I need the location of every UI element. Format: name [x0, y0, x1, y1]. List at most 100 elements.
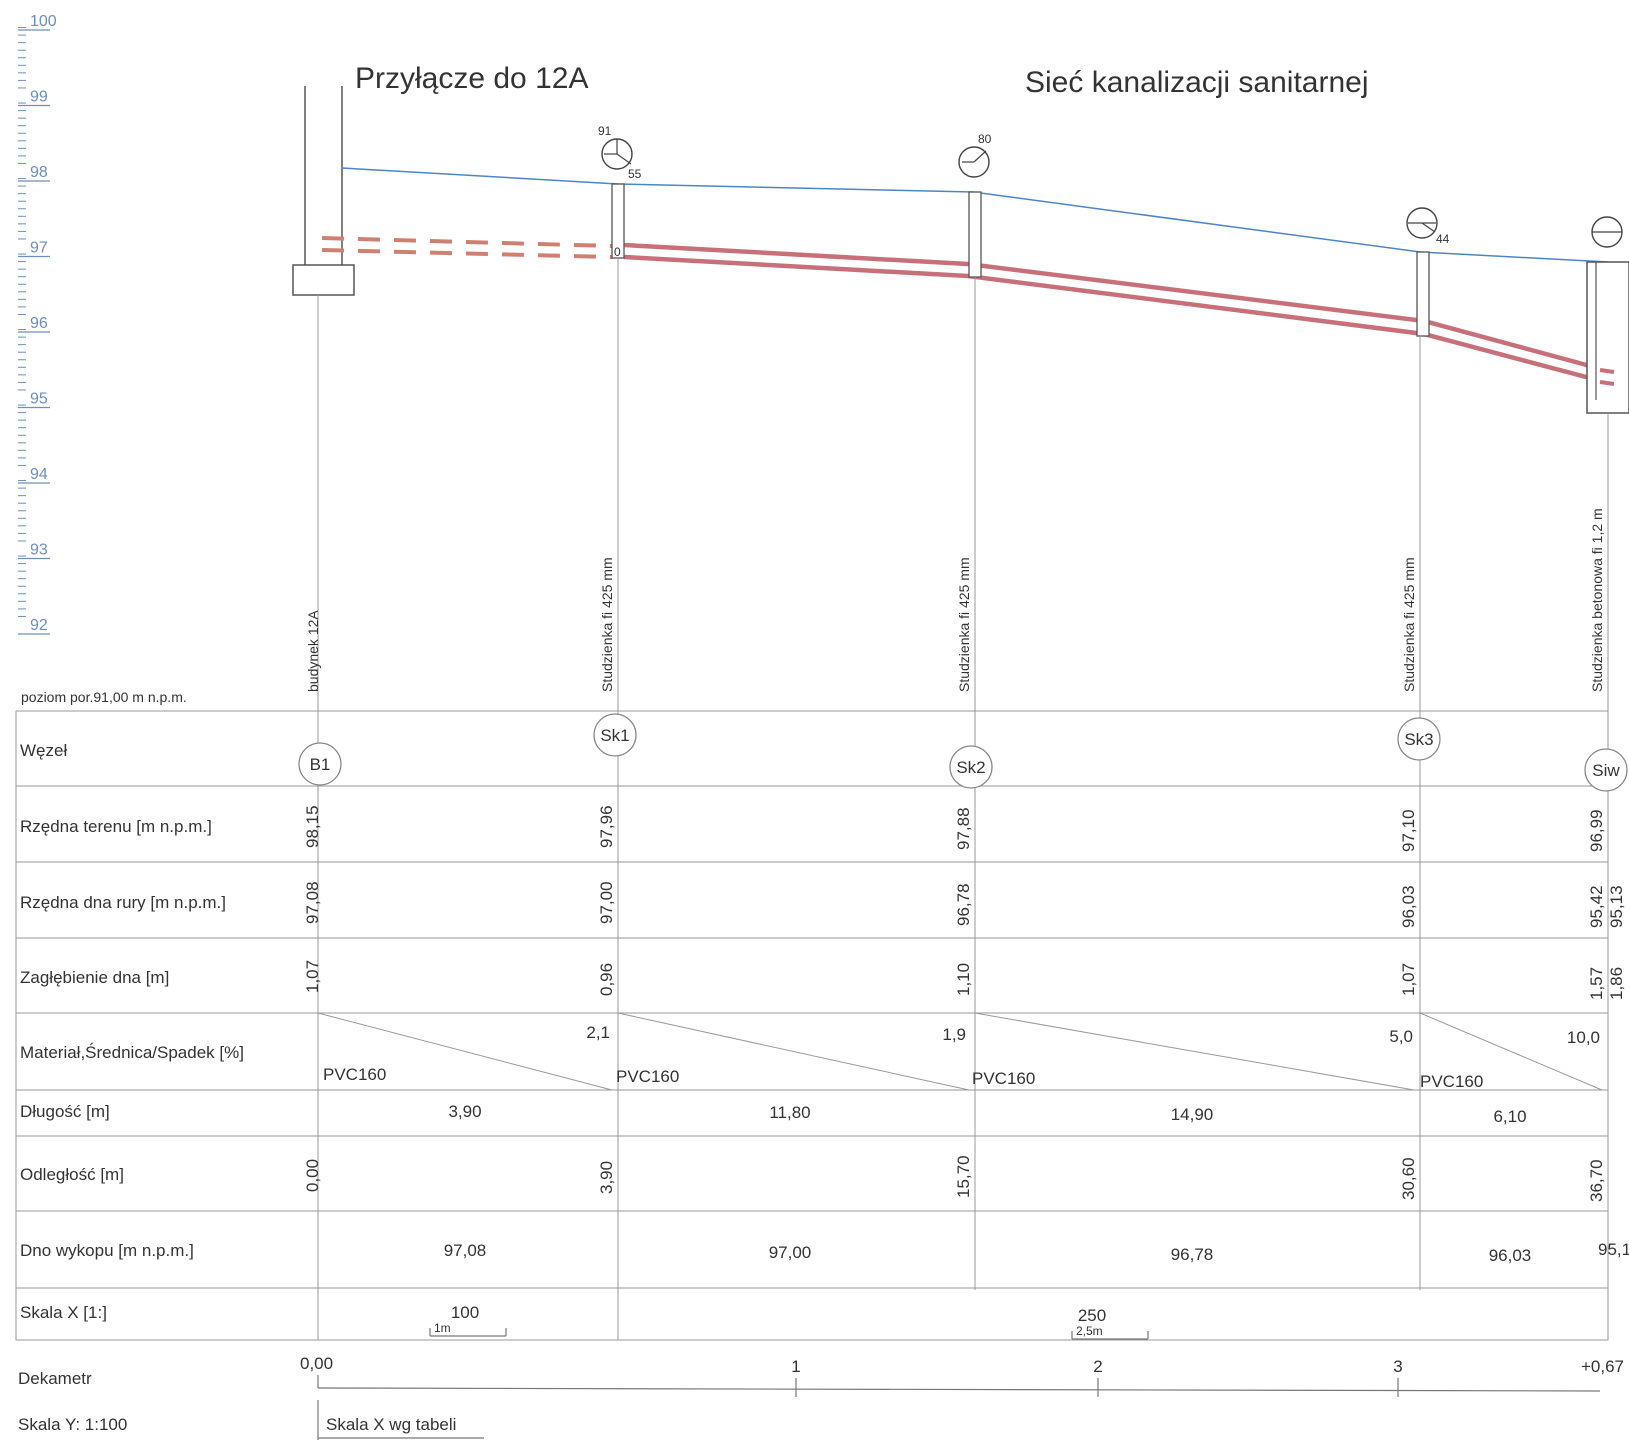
- distance-b1: 0,00: [303, 1159, 322, 1192]
- scale-x-first-bar: 1m: [434, 1321, 451, 1335]
- node-description-sk2: Studzienka fi 425 mm: [956, 557, 972, 692]
- sk1-symbol-side-label: 55: [628, 167, 642, 181]
- row-label-length: Długość [m]: [20, 1102, 110, 1121]
- distance-sk2: 15,70: [954, 1155, 973, 1198]
- scale-x-first: 100: [451, 1303, 479, 1322]
- scale-x-second: 250: [1078, 1306, 1106, 1325]
- row-label-scale-x: Skala X [1:]: [20, 1303, 107, 1322]
- sk1-symbol-top-label: 91: [598, 124, 612, 138]
- ruler-label: 93: [30, 542, 48, 559]
- ruler-label: 99: [30, 89, 48, 106]
- material-seg2: PVC160: [616, 1067, 679, 1086]
- depth-sk3: 1,07: [1399, 963, 1418, 996]
- dekametr-label: Dekametr: [18, 1369, 92, 1388]
- node-description-sk3: Studzienka fi 425 mm: [1401, 557, 1417, 692]
- row-label-distance: Odległość [m]: [20, 1165, 124, 1184]
- invert-sk1: 97,00: [597, 881, 616, 924]
- ruler-label: 96: [30, 315, 48, 332]
- slope-seg1: 2,1: [586, 1023, 610, 1042]
- trench-seg3: 96,78: [1171, 1245, 1214, 1264]
- ruler-label: 92: [30, 617, 48, 634]
- connection-title: Przyłącze do 12A: [355, 62, 588, 95]
- depth-siw: 1,57: [1587, 967, 1606, 1000]
- node-description-sk1: Studzienka fi 425 mm: [599, 557, 615, 692]
- node-description-b1: budynek 12A: [305, 610, 321, 692]
- siw-pipe-stub-top: [1599, 368, 1615, 374]
- profile-table-grid: [15, 710, 1609, 1341]
- ruler-label: 95: [30, 391, 48, 408]
- scale-x-row: 100 1m 250 2,5m: [429, 1303, 1149, 1340]
- length-seg4: 6,10: [1493, 1107, 1526, 1126]
- siw-pipe-stub-bottom: [1599, 380, 1615, 386]
- node-id-siw: Siw: [1592, 761, 1620, 780]
- dekametr-tick-2: 2: [1093, 1357, 1102, 1376]
- dekametr-tick-3: 3: [1393, 1357, 1402, 1376]
- node-id-sk2: Sk2: [956, 758, 985, 777]
- material-seg1: PVC160: [323, 1065, 386, 1084]
- sk2-symbol-top-label: 80: [978, 132, 992, 146]
- distance-sk1: 3,90: [597, 1161, 616, 1194]
- manhole-sk1-mark: 0: [614, 245, 621, 259]
- ground-siw: 96,99: [1587, 809, 1606, 852]
- ground-sk2: 97,88: [954, 807, 973, 850]
- dekametr-end: +0,67: [1581, 1357, 1624, 1376]
- manhole-sk3: [1416, 251, 1430, 337]
- ruler-label: 94: [30, 466, 48, 483]
- datum-note: poziom por.91,00 m n.p.m.: [21, 689, 187, 705]
- depth-sk1: 0,96: [597, 963, 616, 996]
- ground-sk3: 97,10: [1399, 809, 1418, 852]
- segment-values: PVC160 2,1 3,90 97,08 PVC160 1,9 11,80 9…: [323, 1023, 1629, 1265]
- trench-seg4: 96,03: [1489, 1246, 1532, 1265]
- row-label-node: Węzeł: [20, 741, 67, 760]
- slope-seg3: 5,0: [1389, 1027, 1413, 1046]
- row-labels: Węzeł Rzędna terenu [m n.p.m.] Rzędna dn…: [20, 741, 244, 1322]
- invert-b1: 97,08: [303, 881, 322, 924]
- invert-siw: 95,42: [1587, 885, 1606, 928]
- node-id-sk3: Sk3: [1404, 730, 1433, 749]
- length-seg2: 11,80: [769, 1103, 810, 1122]
- invert-siw-2: 95,13: [1607, 885, 1626, 928]
- node-description-siw: Studzienka betonowa fi 1,2 m: [1589, 508, 1605, 692]
- direction-symbol-sk1: 91 55: [598, 124, 642, 181]
- node-id-b1: B1: [310, 755, 331, 774]
- connection-pipe-dashed: [321, 236, 613, 259]
- trench-seg1: 97,08: [444, 1241, 487, 1260]
- material-seg4: PVC160: [1420, 1072, 1483, 1091]
- material-seg3: PVC160: [972, 1069, 1035, 1088]
- ground-sk1: 97,96: [597, 805, 616, 848]
- dekametr-scale: Dekametr 0,00 1 2 3 +0,67: [18, 1354, 1624, 1397]
- ruler-label: 98: [30, 164, 48, 181]
- building-wall: [292, 86, 355, 296]
- dekametr-tick-1: 1: [791, 1357, 800, 1376]
- manhole-siw: [1586, 261, 1629, 414]
- depth-sk2: 1,10: [954, 963, 973, 996]
- sk3-symbol-side-label: 44: [1436, 232, 1450, 246]
- direction-symbol-sk3: 44: [1406, 207, 1450, 246]
- length-seg1: 3,90: [448, 1102, 481, 1121]
- ruler-label: 100: [30, 13, 57, 30]
- trench-seg2: 97,00: [769, 1243, 812, 1262]
- depth-siw-2: 1,86: [1607, 967, 1626, 1000]
- ground-b1: 98,15: [303, 805, 322, 848]
- slope-seg2: 1,9: [942, 1025, 966, 1044]
- row-label-material: Materiał,Średnica/Spadek [%]: [20, 1043, 244, 1062]
- footer: Skala Y: 1:100 Skala X wg tabeli: [18, 1400, 484, 1440]
- scale-x-second-bar: 2,5m: [1076, 1324, 1103, 1338]
- row-label-trench: Dno wykopu [m n.p.m.]: [20, 1241, 194, 1260]
- node-values: 98,15 97,96 97,88 97,10 96,99 97,08 97,0…: [303, 805, 1626, 1202]
- depth-b1: 1,07: [303, 960, 322, 993]
- distance-siw: 36,70: [1587, 1159, 1606, 1202]
- dekametr-start: 0,00: [300, 1354, 333, 1373]
- length-seg3: 14,90: [1171, 1105, 1214, 1124]
- slope-seg4: 10,0: [1567, 1028, 1600, 1047]
- manhole-sk2: [968, 191, 982, 278]
- node-id-sk1: Sk1: [600, 726, 629, 745]
- direction-symbol-siw: [1591, 216, 1623, 248]
- invert-sk3: 96,03: [1399, 885, 1418, 928]
- network-title: Sieć kanalizacji sanitarnej: [1025, 66, 1369, 99]
- trench-end: 95,1: [1598, 1240, 1629, 1259]
- scale-x-note: Skala X wg tabeli: [326, 1415, 456, 1434]
- node-circles: B1 Sk1 Sk2 Sk3 Siw: [298, 713, 1628, 792]
- invert-sk2: 96,78: [954, 883, 973, 926]
